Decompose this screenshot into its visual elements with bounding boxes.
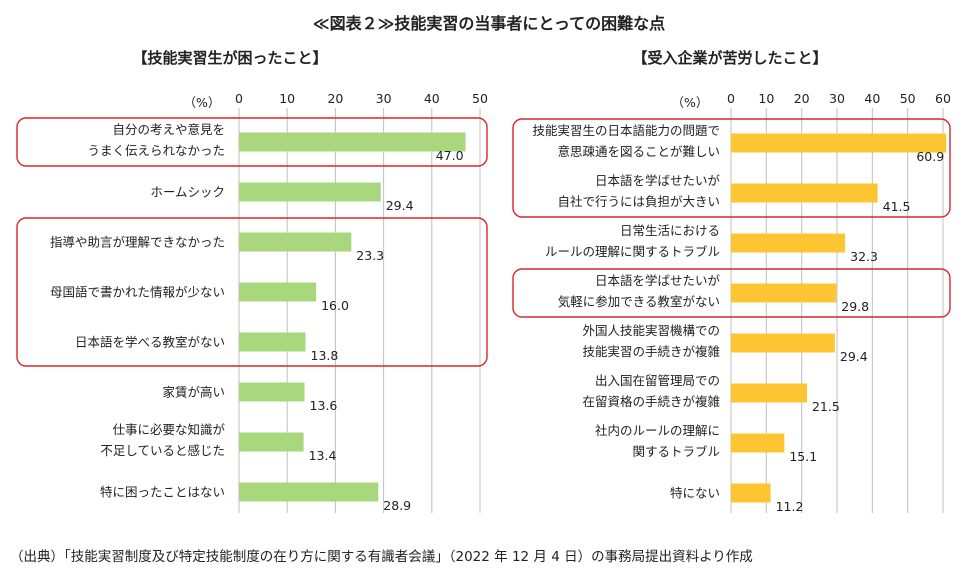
bar — [239, 432, 304, 452]
tick-label: 20 — [327, 91, 343, 106]
tick-label: 0 — [235, 91, 243, 106]
highlight-box — [16, 217, 488, 367]
tick-label: 30 — [376, 91, 392, 106]
category-label: 母国語で書かれた情報が少ない — [50, 285, 225, 300]
category-label: 出入国在留管理局での — [595, 373, 720, 388]
bar — [239, 232, 352, 252]
value-label: 29.8 — [841, 299, 869, 314]
category-label: 日本語を学ばせたいが — [595, 173, 721, 188]
value-label: 28.9 — [383, 498, 411, 513]
bar — [239, 282, 317, 302]
category-label: ホームシック — [150, 185, 225, 200]
bar — [731, 183, 878, 203]
bar — [731, 383, 807, 403]
bar — [731, 483, 771, 503]
tick-label: 50 — [900, 91, 916, 106]
category-label: 不足していると感じた — [100, 443, 225, 458]
bar — [731, 233, 846, 253]
tick-label: 10 — [758, 91, 774, 106]
bar — [239, 132, 466, 152]
category-label: 外国人技能実習機構での — [582, 323, 720, 338]
chart-title: ≪図表２≫技能実習の当事者にとっての困難な点 — [313, 14, 665, 33]
bar — [239, 182, 381, 202]
highlight-box — [16, 117, 488, 167]
bar — [239, 482, 379, 502]
tick-label: 0 — [727, 91, 735, 106]
value-label: 41.5 — [883, 199, 911, 214]
category-label: 自社で行うには負担が大きい — [557, 194, 720, 209]
value-label: 13.6 — [310, 398, 338, 413]
category-label: 日本語を学ばせたいが — [595, 273, 721, 288]
tick-label: 50 — [472, 91, 488, 106]
category-label: 仕事に必要な知識が — [112, 422, 225, 437]
value-label: 11.2 — [776, 499, 804, 514]
bar — [731, 333, 835, 353]
value-label: 32.3 — [850, 249, 878, 264]
category-label: 社内のルールの理解に — [595, 423, 720, 438]
category-label: 日常生活における — [620, 223, 720, 238]
bar — [731, 133, 947, 153]
value-label: 23.3 — [356, 248, 384, 263]
panel-title: 【技能実習生が困ったこと】 — [132, 49, 327, 67]
tick-label: 30 — [829, 91, 845, 106]
tick-label: 40 — [864, 91, 880, 106]
category-label: 技能実習の手続きが複雑 — [582, 344, 720, 359]
bar — [731, 283, 837, 303]
highlight-box — [512, 118, 951, 218]
right-panel: 【受入企業が苦労したこと】 （%） 0 10 20 30 40 50 60 60.9 技能実習生の日… — [512, 49, 951, 514]
value-label: 13.4 — [309, 448, 337, 463]
value-label: 29.4 — [840, 349, 868, 364]
value-label: 21.5 — [812, 399, 840, 414]
category-label: うまく伝えられなかった — [87, 143, 225, 158]
category-label: 特にない — [670, 486, 720, 501]
bar — [239, 332, 306, 352]
tick-label: 10 — [279, 91, 295, 106]
category-label: 在留資格の手続きが複雑 — [582, 394, 720, 409]
category-label: ルールの理解に関するトラブル — [545, 244, 720, 259]
value-label: 47.0 — [436, 148, 464, 163]
value-label: 15.1 — [789, 449, 817, 464]
category-label: 気軽に参加できる教室がない — [558, 294, 720, 309]
panel-title: 【受入企業が苦労したこと】 — [632, 49, 827, 67]
category-label: 関するトラブル — [632, 444, 720, 459]
source-note: （出典）「技能実習制度及び特定技能制度の在り方に関する有識者会議」（2022 年… — [10, 548, 753, 565]
unit-label: （%） — [672, 95, 709, 110]
bar — [239, 382, 305, 402]
left-panel: 【技能実習生が困ったこと】 （%） 0 10 20 30 40 50 47.0 自分の考えや意見を… — [16, 49, 488, 513]
unit-label: （%） — [184, 95, 221, 110]
category-label: 意思疎通を図ることが難しい — [557, 144, 720, 159]
value-label: 60.9 — [916, 149, 944, 164]
category-label: 家賃が高い — [162, 385, 225, 400]
tick-label: 40 — [424, 91, 440, 106]
category-label: 特に困ったことはない — [100, 485, 225, 500]
category-label: 自分の考えや意見を — [112, 122, 225, 137]
value-label: 16.0 — [321, 298, 349, 313]
category-label: 指導や助言が理解できなかった — [50, 235, 225, 250]
bar — [731, 433, 785, 453]
category-label: 日本語を学べる教室がない — [75, 335, 225, 350]
value-label: 29.4 — [386, 198, 414, 213]
tick-label: 20 — [794, 91, 810, 106]
value-label: 13.8 — [311, 348, 339, 363]
tick-label: 60 — [935, 91, 951, 106]
highlight-box — [512, 268, 951, 318]
category-label: 技能実習生の日本語能力の問題で — [532, 123, 720, 138]
